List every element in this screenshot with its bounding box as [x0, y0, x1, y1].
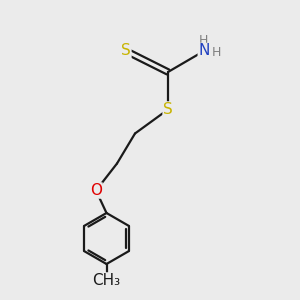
Text: H: H [212, 46, 221, 59]
Text: N: N [198, 44, 210, 59]
Text: S: S [163, 102, 173, 117]
Text: CH₃: CH₃ [92, 273, 121, 288]
Text: H: H [198, 34, 208, 47]
Text: S: S [121, 44, 131, 59]
Text: O: O [90, 183, 102, 198]
